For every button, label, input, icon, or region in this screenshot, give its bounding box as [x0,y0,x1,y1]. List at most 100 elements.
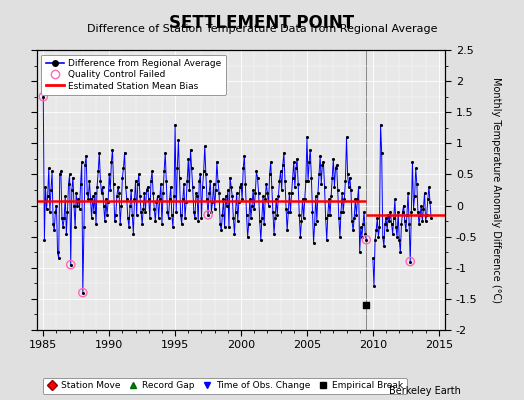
Point [72,190,80,196]
Point [67,262,75,268]
Point [79,290,87,296]
Point [376,122,385,128]
Point [321,215,330,221]
Point [58,215,66,221]
Point [247,215,255,221]
Point [143,187,151,193]
Point [100,202,108,209]
Point [409,206,418,212]
Point [219,196,227,202]
Point [262,180,270,187]
Point [189,184,197,190]
Point [283,227,291,234]
Point [358,234,366,240]
Point [290,159,298,165]
Point [93,184,101,190]
Point [51,208,60,215]
Point [108,146,117,153]
Point [63,208,72,215]
Point [92,221,100,228]
Point [412,180,421,187]
Point [136,193,144,200]
Point [255,190,263,196]
Point [206,178,214,184]
Point [233,190,241,196]
Point [335,215,343,221]
Point [397,221,406,228]
Point [99,184,107,190]
Point [94,168,102,174]
Point [306,146,314,153]
Point [224,187,232,193]
Point [308,208,316,215]
Point [132,178,140,184]
Point [141,208,150,215]
Point [292,165,300,172]
Point [420,190,429,196]
Point [79,290,87,296]
Point [256,218,264,224]
Point [77,180,85,187]
Point [317,180,325,187]
Point [123,196,131,202]
Point [47,187,55,193]
Point [302,178,310,184]
Point [96,178,105,184]
Point [103,212,111,218]
Point [378,234,387,240]
Point [419,206,428,212]
Point [214,178,222,184]
Point [374,234,383,240]
Point [88,215,96,221]
Point [334,187,342,193]
Point [270,230,278,237]
Point [244,234,252,240]
Point [150,206,158,212]
Point [241,180,249,187]
Point [183,178,191,184]
Point [385,218,394,224]
Point [192,190,200,196]
Point [167,184,175,190]
Point [196,171,204,178]
Point [332,162,341,168]
Point [248,202,256,209]
Point [195,178,203,184]
Point [266,171,274,178]
Point [118,174,127,181]
Point [193,193,201,200]
Point [250,206,258,212]
Point [168,212,176,218]
Point [301,196,309,202]
Point [174,137,182,144]
Point [343,171,352,178]
Point [151,218,159,224]
Point [281,178,289,184]
Point [217,227,225,234]
Point [202,171,210,178]
Point [310,221,319,228]
Point [187,146,195,153]
Point [81,162,89,168]
Point [398,208,407,215]
Point [336,234,344,240]
Point [269,208,277,215]
Point [86,196,95,202]
Point [84,196,93,202]
Point [275,178,283,184]
Point [416,212,424,218]
Point [380,243,388,249]
Point [362,236,370,243]
Point [371,236,379,243]
Point [82,152,90,159]
Point [69,174,77,181]
Point [60,215,68,221]
Point [325,196,333,202]
Point [393,234,401,240]
Point [85,178,94,184]
Point [45,165,53,172]
Point [252,168,260,174]
Point [362,236,370,243]
Point [152,199,161,206]
Point [75,206,84,212]
